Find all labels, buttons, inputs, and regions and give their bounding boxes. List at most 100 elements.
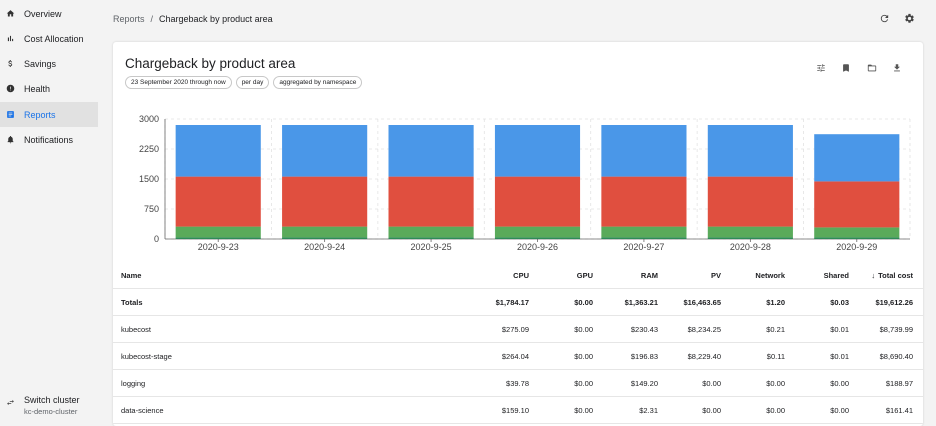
bar-segment — [388, 176, 474, 227]
cost-table: Name CPU GPU RAM PV Network Shared ↓ Total cost T… — [113, 262, 923, 424]
column-header-label: Total cost — [878, 270, 913, 280]
cell-cpu: $275.09 — [501, 324, 529, 334]
cell-total: $8,739.99 — [879, 324, 913, 334]
report-filters: 23 September 2020 through now per day ag… — [125, 76, 363, 89]
cell-shared: $0.00 — [830, 405, 849, 415]
cell-pv: $0.00 — [702, 405, 721, 415]
home-icon — [6, 9, 15, 18]
cell-gpu: $0.00 — [574, 378, 593, 388]
cell-name: logging — [121, 378, 146, 388]
bar-segment — [814, 181, 900, 228]
tune-icon[interactable] — [816, 63, 826, 73]
table-row[interactable]: logging $39.78 $0.00 $149.20 $0.00 $0.00 $0.00… — [113, 370, 923, 397]
folder-icon[interactable] — [867, 63, 877, 73]
column-header-label: RAM — [640, 270, 658, 280]
cell-shared: $0.01 — [830, 351, 849, 361]
sidebar-item-overview[interactable]: Overview — [0, 1, 98, 26]
sidebar-item-label: Reports — [24, 109, 56, 120]
x-tick-label: 2020-9-28 — [730, 242, 771, 252]
cell-total: $188.97 — [885, 378, 913, 388]
bar-segment — [282, 237, 368, 239]
breadcrumb-current: Chargeback by product area — [159, 14, 273, 24]
column-header-label: Network — [755, 270, 785, 280]
x-tick-label: 2020-9-24 — [304, 242, 345, 252]
sidebar-item-label: Cost Allocation — [24, 33, 84, 44]
cell-shared: $0.01 — [830, 324, 849, 334]
aggregation-chip[interactable]: aggregated by namespace — [273, 76, 363, 89]
bar-segment — [175, 226, 261, 238]
report-icon — [6, 110, 15, 119]
column-header-network[interactable]: Network — [705, 262, 785, 288]
column-header-label: Name — [121, 270, 142, 280]
bell-icon — [6, 135, 15, 144]
sort-desc-icon: ↓ — [871, 270, 876, 280]
bar-segment — [814, 237, 900, 239]
switch-cluster-label: Switch cluster — [24, 395, 80, 405]
cell-pv: $0.00 — [702, 378, 721, 388]
sidebar-item-label: Overview — [24, 8, 62, 19]
sidebar-item-cost-allocation[interactable]: Cost Allocation — [0, 26, 98, 51]
x-tick-label: 2020-9-23 — [198, 242, 239, 252]
resolution-chip[interactable]: per day — [235, 76, 270, 89]
date-range-chip[interactable]: 23 September 2020 through now — [125, 76, 232, 89]
sidebar-item-health[interactable]: Health — [0, 76, 98, 101]
cell-total: $8,690.40 — [879, 351, 913, 361]
bar-chart-icon — [6, 34, 15, 43]
bar-segment — [388, 226, 474, 238]
cell-ram: $2.31 — [639, 405, 658, 415]
bar-segment — [707, 237, 793, 239]
current-cluster-name: kc-demo-cluster — [24, 407, 78, 416]
totals-network: $1.20 — [766, 297, 785, 307]
breadcrumb-reports-link[interactable]: Reports — [113, 14, 145, 24]
y-tick-label: 3000 — [139, 114, 159, 124]
sidebar-item-notifications[interactable]: Notifications — [0, 127, 98, 152]
table-header-row: Name CPU GPU RAM PV Network Shared ↓ Total cost — [113, 262, 923, 289]
cell-network: $0.00 — [766, 378, 785, 388]
cell-gpu: $0.00 — [574, 351, 593, 361]
breadcrumb: Reports / Chargeback by product area — [113, 14, 273, 24]
y-tick-label: 1500 — [139, 174, 159, 184]
cell-network: $0.00 — [766, 405, 785, 415]
bar-segment — [814, 134, 900, 182]
switch-cluster-button[interactable]: Switch cluster kc-demo-cluster — [0, 395, 100, 416]
totals-ram: $1,363.21 — [624, 297, 658, 307]
bar-segment — [282, 226, 368, 238]
cell-ram: $230.43 — [630, 324, 658, 334]
bookmark-icon[interactable] — [841, 63, 851, 73]
y-tick-label: 2250 — [139, 144, 159, 154]
table-row[interactable]: data-science $159.10 $0.00 $2.31 $0.00 $0.00 $… — [113, 397, 923, 424]
bar-segment — [601, 226, 687, 238]
bar-segment — [494, 226, 581, 238]
column-header-ram[interactable]: RAM — [578, 262, 658, 288]
cell-name: data-science — [121, 405, 164, 415]
column-header-pv[interactable]: PV — [641, 262, 721, 288]
table-row[interactable]: kubecost $275.09 $0.00 $230.43 $8,234.25 $0.2… — [113, 316, 923, 343]
bar-segment — [388, 125, 474, 177]
bar-segment — [601, 176, 687, 227]
bar-segment — [814, 227, 900, 238]
sidebar-item-label: Health — [24, 83, 51, 94]
download-icon[interactable] — [892, 63, 902, 73]
bar-segment — [282, 176, 368, 227]
column-header-shared[interactable]: Shared — [769, 262, 849, 288]
totals-name: Totals — [121, 297, 143, 307]
settings-icon[interactable] — [904, 13, 915, 24]
bar-segment — [175, 125, 261, 177]
sidebar-item-savings[interactable]: Savings — [0, 51, 98, 76]
column-header-gpu[interactable]: GPU — [513, 262, 593, 288]
sidebar-item-reports[interactable]: Reports — [0, 102, 98, 127]
bar-segment — [707, 176, 793, 227]
bar-segment — [388, 237, 474, 239]
table-row[interactable]: kubecost-stage $264.04 $0.00 $196.83 $8,229.… — [113, 343, 923, 370]
column-header-cpu[interactable]: CPU — [449, 262, 529, 288]
column-header-name[interactable]: Name — [121, 262, 141, 288]
refresh-icon[interactable] — [879, 13, 890, 24]
sidebar: Overview Cost Allocation Savings Health Repo… — [0, 0, 100, 426]
sidebar-item-label: Notifications — [24, 134, 74, 145]
breadcrumb-separator: / — [150, 14, 154, 24]
totals-cpu: $1,784.17 — [495, 297, 529, 307]
totals-row[interactable]: Totals $1,784.17 $0.00 $1,363.21 $16,463.65 $… — [113, 289, 923, 316]
totals-total: $19,612.26 — [875, 297, 913, 307]
column-header-total[interactable]: ↓ Total cost — [833, 262, 913, 288]
bar-segment — [282, 125, 368, 177]
